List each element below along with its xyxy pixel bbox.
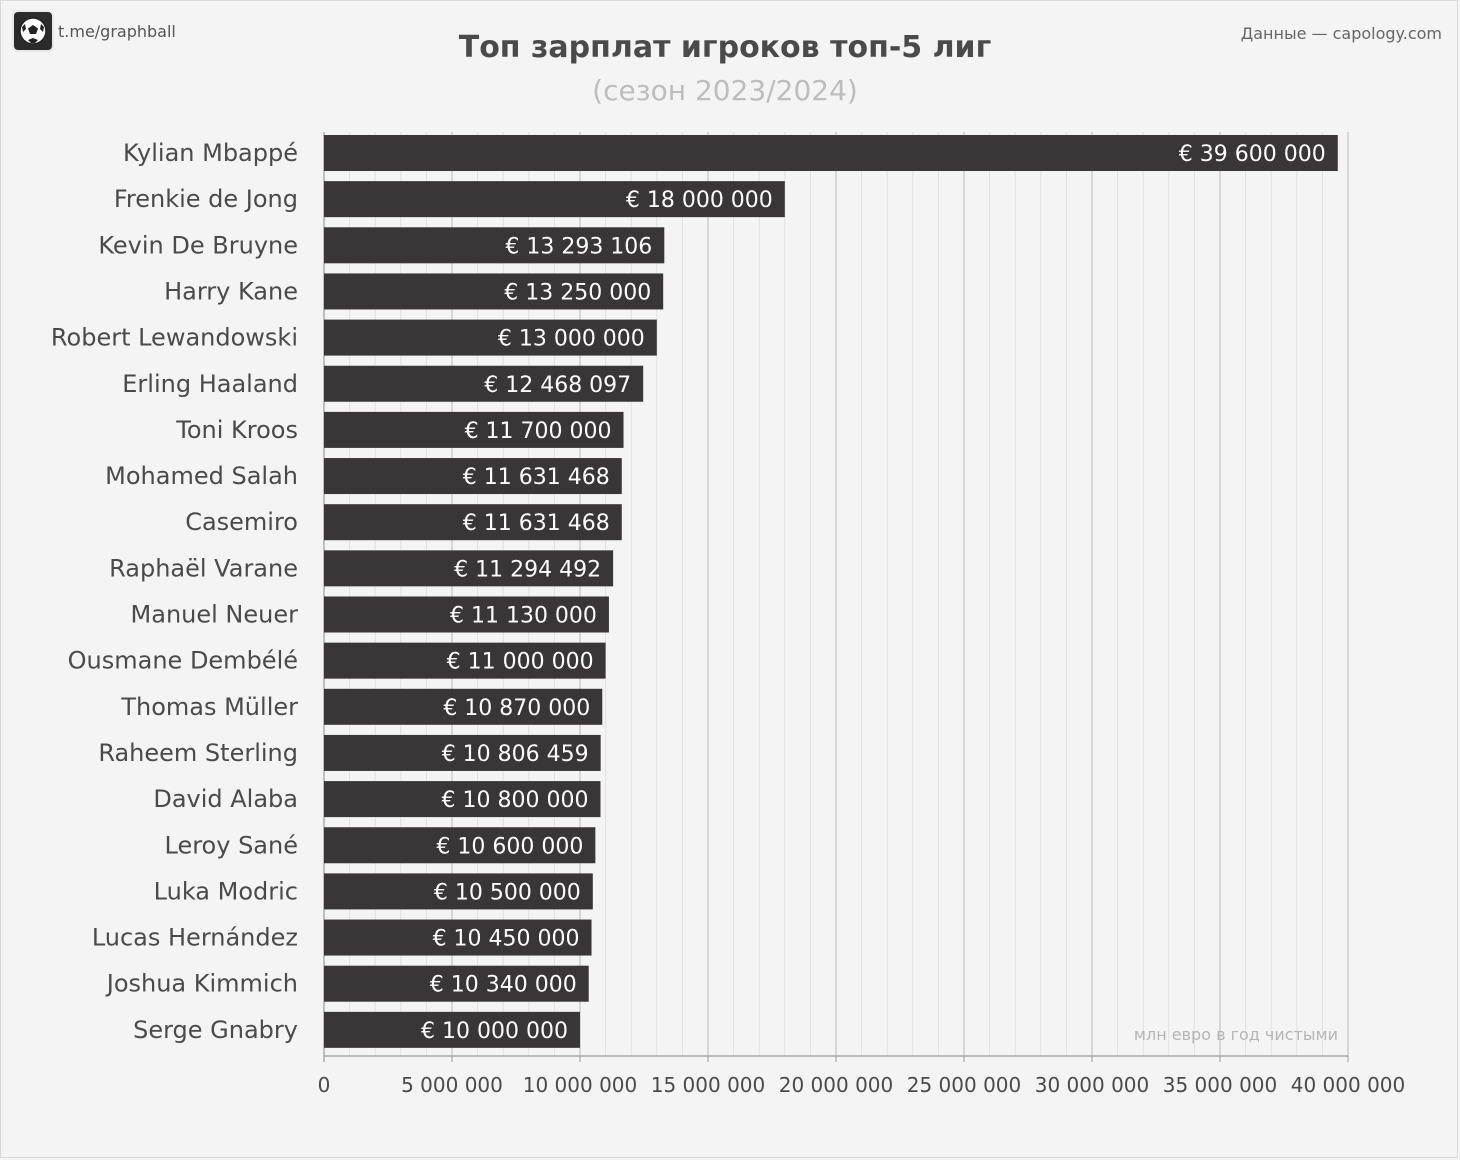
bar — [324, 873, 593, 910]
unit-note: млн евро в год чистыми — [1134, 1025, 1338, 1044]
brand-text[interactable]: t.me/graphball — [58, 21, 176, 41]
bar-value-label: € 11 700 000 — [465, 419, 612, 444]
chart-title: Топ зарплат игроков топ-5 лиг — [458, 30, 992, 65]
x-tick-label: 35 000 000 — [1163, 1073, 1278, 1097]
bar-value-label: € 10 000 000 — [421, 1019, 568, 1044]
bar-value-label: € 10 450 000 — [433, 927, 580, 952]
category-label: Manuel Neuer — [131, 601, 299, 629]
bar-value-label: € 10 870 000 — [443, 696, 590, 721]
category-label: Frenkie de Jong — [114, 185, 298, 213]
category-label: David Alaba — [153, 785, 298, 813]
bar — [324, 550, 614, 587]
x-tick-label: 10 000 000 — [523, 1073, 638, 1097]
bar-value-label: € 10 340 000 — [430, 973, 577, 998]
category-label: Lucas Hernández — [92, 924, 298, 952]
bar-value-label: € 13 250 000 — [504, 280, 651, 305]
category-label: Joshua Kimmich — [105, 970, 298, 998]
bar-value-label: € 11 631 468 — [463, 465, 610, 490]
bar — [324, 781, 601, 818]
x-tick-label: 0 — [318, 1073, 331, 1097]
bar-value-label: € 10 500 000 — [434, 880, 581, 905]
category-label: Casemiro — [185, 508, 298, 536]
category-label: Mohamed Salah — [105, 462, 298, 490]
bar — [324, 734, 601, 771]
bar-value-label: € 11 631 468 — [463, 511, 610, 536]
x-tick-label: 30 000 000 — [1035, 1073, 1150, 1097]
x-tick-label: 40 000 000 — [1291, 1073, 1406, 1097]
category-label: Thomas Müller — [120, 693, 298, 721]
bar — [324, 688, 603, 725]
category-label: Leroy Sané — [165, 831, 299, 859]
category-label: Ousmane Dembélé — [68, 647, 298, 675]
bar-value-label: € 13 293 106 — [505, 234, 652, 259]
source-credit: Данные — capology.com — [1240, 24, 1442, 43]
football-icon — [14, 12, 52, 50]
bar-value-label: € 11 130 000 — [450, 604, 597, 629]
category-label: Kylian Mbappé — [123, 139, 298, 167]
category-label: Kevin De Bruyne — [98, 231, 298, 259]
x-tick-label: 25 000 000 — [907, 1073, 1022, 1097]
category-label: Raphaël Varane — [109, 554, 298, 582]
bar — [324, 458, 622, 495]
bar-value-label: € 18 000 000 — [626, 188, 773, 213]
category-label: Harry Kane — [164, 277, 298, 305]
bar — [324, 596, 609, 633]
bar-value-label: € 12 468 097 — [484, 373, 631, 398]
bar-value-label: € 10 800 000 — [442, 788, 589, 813]
bar-value-label: € 10 600 000 — [436, 834, 583, 859]
bar — [324, 965, 589, 1002]
x-tick-label: 5 000 000 — [401, 1073, 503, 1097]
bar-value-label: € 10 806 459 — [442, 742, 589, 767]
category-label: Luka Modric — [154, 877, 298, 905]
bar — [324, 181, 785, 218]
bar — [324, 642, 606, 679]
category-label: Toni Kroos — [175, 416, 298, 444]
chart-subtitle: (сезон 2023/2024) — [592, 74, 858, 107]
bar — [324, 411, 624, 448]
x-tick-label: 20 000 000 — [779, 1073, 894, 1097]
bar — [324, 273, 664, 310]
bar — [324, 135, 1338, 171]
x-tick-label: 15 000 000 — [651, 1073, 766, 1097]
category-label: Erling Haaland — [122, 370, 298, 398]
bar — [324, 504, 622, 541]
bar-value-label: € 13 000 000 — [498, 327, 645, 352]
brand: t.me/graphball — [14, 12, 176, 50]
category-label: Raheem Sterling — [98, 739, 298, 767]
bar — [324, 365, 644, 402]
bar — [324, 1011, 580, 1048]
bar — [324, 227, 665, 264]
category-label: Serge Gnabry — [133, 1016, 298, 1044]
category-label: Robert Lewandowski — [51, 324, 298, 352]
bar-value-label: € 11 000 000 — [447, 650, 594, 675]
bar-value-label: € 11 294 492 — [454, 557, 601, 582]
bar — [324, 319, 657, 356]
bar — [324, 827, 596, 864]
bar-value-label: € 39 600 000 — [1179, 142, 1326, 167]
bar — [324, 919, 592, 956]
